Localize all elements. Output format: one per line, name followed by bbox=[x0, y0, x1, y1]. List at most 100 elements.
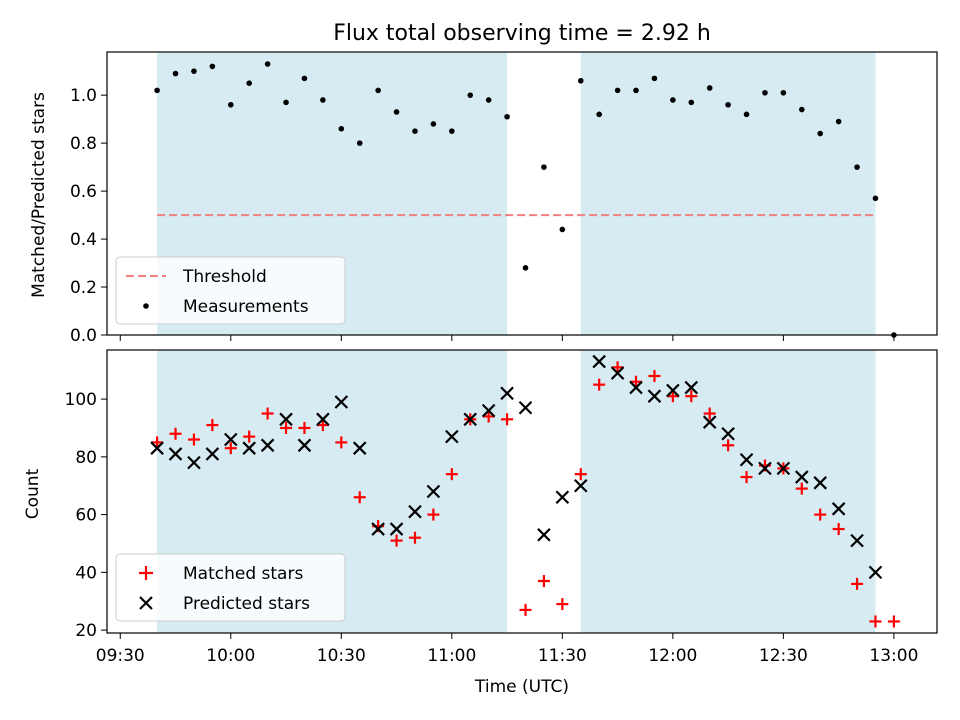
measurement-point bbox=[320, 97, 326, 103]
predicted-star-point bbox=[426, 484, 441, 499]
predicted-star-point bbox=[702, 415, 717, 429]
measurement-point bbox=[817, 130, 824, 137]
count-points bbox=[150, 354, 900, 628]
predicted-star-point bbox=[260, 438, 275, 453]
legend-matched-label: Matched stars bbox=[183, 564, 303, 584]
predicted-star-point bbox=[316, 412, 330, 427]
chart-title: Flux total observing time = 2.92 h bbox=[333, 21, 711, 46]
measurement-point bbox=[338, 125, 345, 132]
predicted-star-point bbox=[758, 461, 772, 476]
x-tick-label: 12:00 bbox=[648, 646, 697, 666]
measurement-point bbox=[688, 99, 695, 106]
measurement-point bbox=[412, 128, 418, 134]
matched-star-point bbox=[519, 603, 532, 616]
x-tick-label: 10:00 bbox=[206, 646, 255, 666]
measurement-point bbox=[504, 113, 510, 120]
matched-star-point bbox=[593, 378, 606, 391]
top-y-tick-label: 0.2 bbox=[70, 278, 97, 298]
matched-star-point bbox=[169, 427, 182, 440]
top-y-tick-label: 0.8 bbox=[70, 134, 97, 154]
matched-star-point bbox=[224, 442, 237, 455]
matched-star-point bbox=[390, 534, 403, 547]
matched-star-point bbox=[685, 390, 698, 403]
measurement-point bbox=[854, 164, 860, 170]
measurement-point bbox=[706, 85, 713, 91]
measurement-point bbox=[577, 77, 584, 84]
measurement-point bbox=[375, 87, 381, 94]
x-tick-label: 10:30 bbox=[317, 646, 366, 666]
matched-star-point bbox=[316, 419, 329, 432]
bottom-axes: 20 40 60 80 100 09:30 10:00 10:30 11:00 11:30 12:0… bbox=[65, 349, 938, 666]
predicted-star-point bbox=[242, 441, 256, 455]
top-y-tick-label: 0.0 bbox=[70, 326, 97, 346]
predicted-star-point bbox=[205, 447, 220, 461]
matched-star-point bbox=[556, 598, 569, 611]
measurement-point bbox=[430, 121, 437, 127]
matched-star-point bbox=[261, 407, 274, 420]
measurement-point bbox=[485, 97, 492, 103]
measurement-point bbox=[670, 97, 676, 103]
measurement-point bbox=[356, 140, 363, 146]
predicted-star-point bbox=[481, 403, 496, 418]
measurement-point bbox=[541, 164, 547, 170]
matched-star-point bbox=[814, 508, 827, 521]
measurement-point bbox=[227, 101, 234, 108]
measurement-point bbox=[154, 87, 160, 94]
measurement-point bbox=[872, 195, 879, 202]
top-y-tick-label: 1.0 bbox=[70, 86, 97, 106]
bottom-y-tick-label: 20 bbox=[75, 621, 97, 641]
predicted-star-point bbox=[408, 504, 422, 519]
predicted-star-point bbox=[389, 522, 404, 536]
matched-star-point bbox=[501, 413, 514, 426]
top-y-axis-label: Matched/Predicted stars bbox=[29, 92, 49, 298]
bottom-y-tick-label: 100 bbox=[65, 390, 97, 410]
bottom-plot-frame bbox=[106, 349, 938, 634]
predicted-star-point bbox=[629, 380, 643, 395]
bottom-y-tick-label: 60 bbox=[75, 506, 97, 526]
measurement-point bbox=[559, 226, 566, 233]
top-span-1 bbox=[580, 52, 876, 335]
predicted-star-point bbox=[463, 412, 478, 427]
matched-star-point bbox=[703, 407, 716, 420]
bottom-y-tick-label: 40 bbox=[75, 563, 97, 583]
matched-star-point bbox=[537, 575, 550, 588]
predicted-star-point bbox=[647, 389, 662, 403]
legend-measurements-label: Measurements bbox=[183, 297, 309, 317]
matched-star-point bbox=[574, 468, 587, 481]
predicted-star-point bbox=[721, 426, 735, 441]
matched-star-point bbox=[722, 439, 735, 452]
x-tick-label: 12:30 bbox=[759, 646, 808, 666]
predicted-star-point bbox=[168, 447, 183, 461]
measurement-point bbox=[762, 89, 768, 96]
predicted-star-point bbox=[518, 400, 533, 415]
measurement-point bbox=[283, 99, 289, 106]
matched-star-point bbox=[795, 482, 808, 495]
predicted-star-point bbox=[739, 452, 754, 467]
x-tick-label: 11:00 bbox=[427, 646, 476, 666]
measurement-point bbox=[522, 265, 529, 271]
matched-star-point bbox=[353, 491, 366, 504]
predicted-star-point bbox=[666, 383, 680, 398]
x-axis-label: Time (UTC) bbox=[474, 677, 569, 697]
bottom-y-tick-label: 80 bbox=[75, 448, 97, 468]
measurement-point bbox=[651, 75, 658, 82]
matched-star-point bbox=[206, 419, 219, 432]
top-axes: 0.0 0.2 0.4 0.6 0.8 1.0 bbox=[70, 51, 938, 346]
matched-star-point bbox=[187, 433, 200, 446]
bottom-legend: Matched stars Predicted stars bbox=[115, 553, 346, 622]
predicted-star-point bbox=[831, 502, 846, 516]
predicted-star-point bbox=[555, 490, 570, 505]
matched-star-point bbox=[869, 615, 882, 628]
matched-star-point bbox=[611, 361, 624, 374]
matched-star-point bbox=[666, 390, 679, 403]
measurement-point bbox=[743, 111, 750, 118]
measurement-point bbox=[596, 111, 602, 118]
matched-star-point bbox=[445, 468, 458, 481]
predicted-star-point bbox=[776, 461, 791, 476]
measurement-point bbox=[393, 109, 400, 115]
top-highlight-spans bbox=[157, 52, 876, 335]
measurement-point bbox=[780, 89, 787, 96]
matched-star-point bbox=[427, 508, 440, 521]
matched-star-point bbox=[280, 421, 293, 434]
bottom-span-1 bbox=[580, 350, 876, 633]
